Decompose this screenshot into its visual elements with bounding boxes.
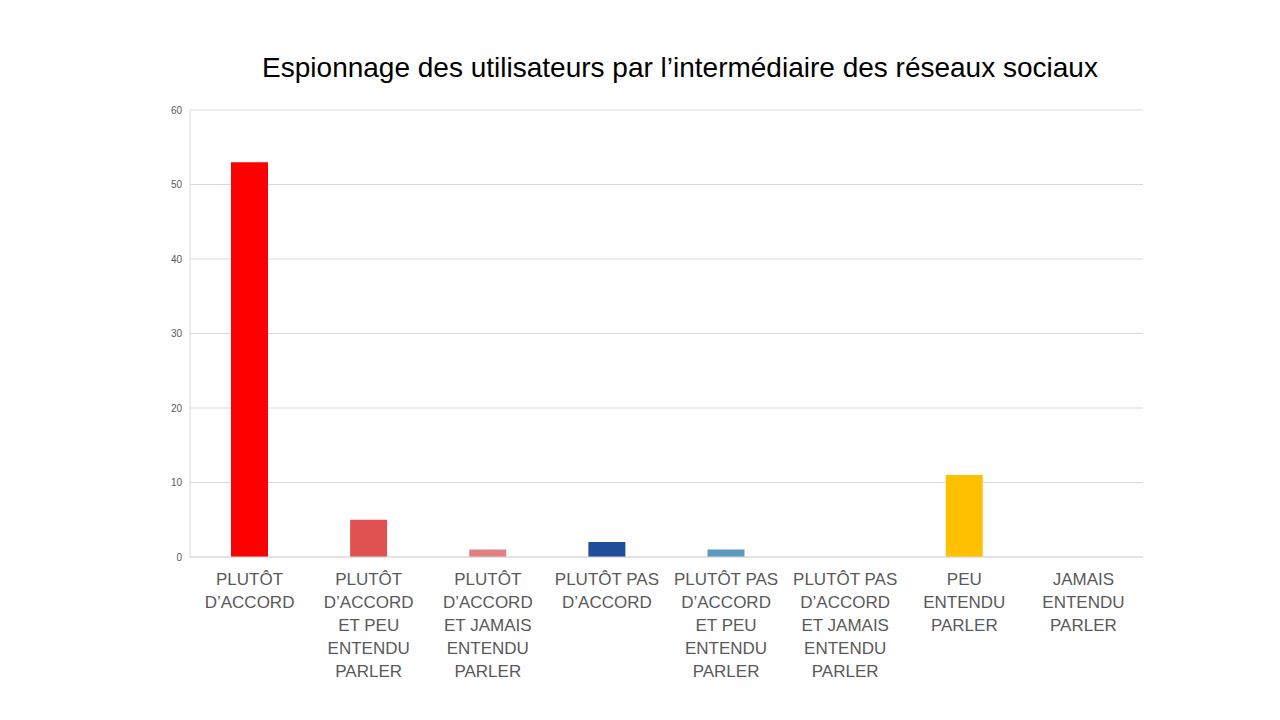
html-text:Espionnage des utilisateurs pa: Espionnage des utilisateurs par l’interm… — [262, 52, 1098, 83]
svg-text:40: 40 — [171, 254, 183, 265]
svg-text:PLUTÔTD’ACCORD: PLUTÔTD’ACCORD — [205, 570, 295, 612]
svg-text:30: 30 — [171, 328, 183, 339]
svg-text:PLUTÔT PASD’ACCORD: PLUTÔT PASD’ACCORD — [555, 570, 659, 612]
svg-text:PLUTÔTD’ACCORDET PEUENTENDUPAR: PLUTÔTD’ACCORDET PEUENTENDUPARLER — [324, 570, 414, 681]
svg-text:10: 10 — [171, 477, 183, 488]
svg-text:20: 20 — [171, 403, 183, 414]
svg-text:JAMAISENTENDUPARLER: JAMAISENTENDUPARLER — [1042, 570, 1124, 635]
svg-text:PLUTÔT PASD’ACCORDET JAMAISENT: PLUTÔT PASD’ACCORDET JAMAISENTENDUPARLER — [793, 570, 897, 681]
svg-text:60: 60 — [171, 105, 183, 116]
svg-text:0: 0 — [176, 552, 182, 563]
svg-text:50: 50 — [171, 179, 183, 190]
svg-text:PLUTÔTD’ACCORDET JAMAISENTENDU: PLUTÔTD’ACCORDET JAMAISENTENDUPARLER — [443, 570, 533, 681]
svg-text:PLUTÔT PASD’ACCORDET PEUENTEND: PLUTÔT PASD’ACCORDET PEUENTENDUPARLER — [674, 570, 778, 681]
svg-text:PEUENTENDUPARLER: PEUENTENDUPARLER — [923, 570, 1005, 635]
